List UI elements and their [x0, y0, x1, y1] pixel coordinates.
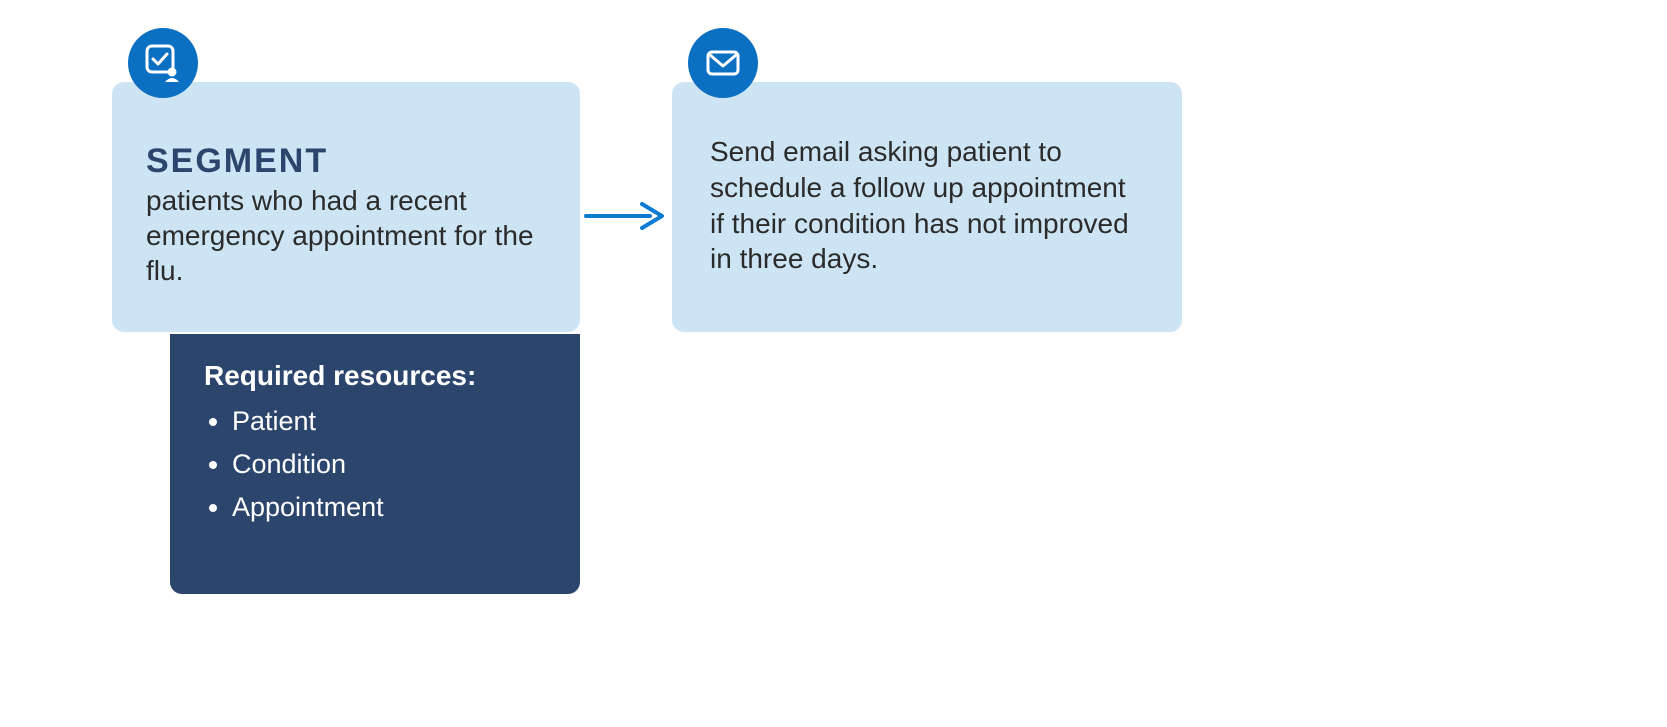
flow-arrow: [584, 198, 668, 234]
envelope-icon: [702, 42, 744, 84]
segment-description: patients who had a recent emergency appo…: [146, 183, 546, 288]
segment-card: SEGMENT patients who had a recent emerge…: [112, 82, 580, 332]
required-resources-title: Required resources:: [204, 360, 546, 392]
segment-icon-circle: [128, 28, 198, 98]
email-description: Send email asking patient to schedule a …: [710, 134, 1144, 277]
email-card: Send email asking patient to schedule a …: [672, 82, 1182, 332]
required-resources-card: Required resources: Patient Condition Ap…: [170, 334, 580, 594]
required-resources-list: Patient Condition Appointment: [204, 400, 546, 530]
resource-item: Patient: [232, 400, 546, 443]
resource-item: Appointment: [232, 486, 546, 529]
resource-item: Condition: [232, 443, 546, 486]
segment-title: SEGMENT: [146, 142, 546, 181]
email-icon-circle: [688, 28, 758, 98]
checkbox-user-icon: [142, 42, 184, 84]
diagram-canvas: Required resources: Patient Condition Ap…: [0, 0, 1667, 727]
